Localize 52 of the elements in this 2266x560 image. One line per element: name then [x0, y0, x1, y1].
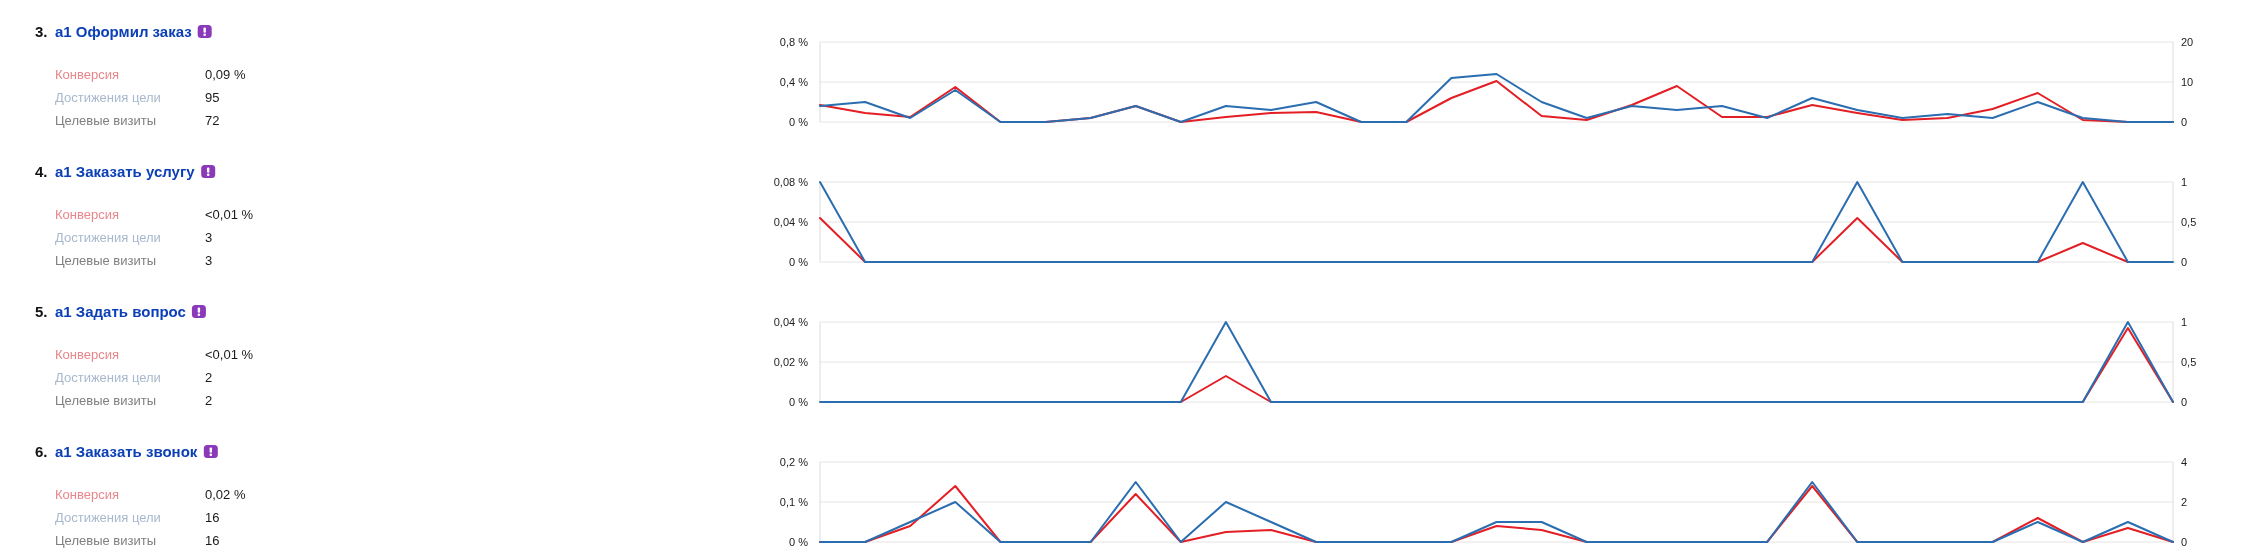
text: <0,01 % [205, 207, 254, 222]
y-tick-label: 0,2 % [779, 456, 809, 468]
y2-tick-label: 1 [2181, 176, 2188, 188]
text: <0,01 % [205, 347, 254, 362]
text: Целевые визиты [55, 253, 157, 268]
y-tick-label: 0,8 % [779, 36, 809, 48]
text: Конверсия [55, 67, 120, 82]
text: 3. a1 Оформил заказ [35, 23, 192, 40]
text: Целевые визиты [55, 113, 157, 128]
text: 0,09 % [205, 67, 246, 82]
text: Конверсия [55, 207, 120, 222]
y-tick-label: 0,1 % [779, 496, 809, 508]
text: 72 [205, 113, 220, 128]
y2-tick-label: 0 [2181, 536, 2188, 548]
y2-tick-label: 0 [2181, 396, 2188, 408]
y-tick-label: 0,4 % [779, 76, 809, 88]
y-tick-label: 0,04 % [773, 216, 809, 228]
y2-tick-label: 0,5 [2181, 216, 2197, 228]
y2-tick-label: 0,5 [2181, 356, 2197, 368]
text: 2 [205, 370, 213, 385]
y-tick-label: 0 % [789, 256, 809, 268]
y2-tick-label: 1 [2181, 316, 2188, 328]
text: 0,02 % [205, 487, 246, 502]
text: Конверсия [55, 487, 120, 502]
y-tick-label: 0 % [789, 536, 809, 548]
text: 3 [205, 253, 213, 268]
text: 6. a1 Заказать звонок [35, 443, 198, 460]
text: Конверсия [55, 347, 120, 362]
text: 16 [205, 533, 220, 548]
y2-tick-label: 2 [2181, 496, 2188, 508]
text: Целевые визиты [55, 393, 157, 408]
y2-tick-label: 0 [2181, 116, 2188, 128]
text: 95 [205, 90, 220, 105]
text: Целевые визиты [55, 533, 157, 548]
text: 2 [205, 393, 213, 408]
y2-tick-label: 0 [2181, 256, 2188, 268]
text: Достижения цели [55, 370, 161, 385]
y-tick-label: 0,08 % [773, 176, 809, 188]
text: Достижения цели [55, 90, 161, 105]
y-tick-label: 0,02 % [773, 356, 809, 368]
y2-tick-label: 4 [2181, 456, 2188, 468]
y-tick-label: 0 % [789, 116, 809, 128]
text: 3 [205, 230, 213, 245]
text: 4. a1 Заказать услугу [35, 163, 196, 180]
text: Достижения цели [55, 230, 161, 245]
y2-tick-label: 20 [2181, 36, 2194, 48]
y-tick-label: 0 % [789, 396, 809, 408]
y-tick-label: 0,04 % [773, 316, 809, 328]
y2-tick-label: 10 [2181, 76, 2194, 88]
text: 16 [205, 510, 220, 525]
text: Достижения цели [55, 510, 161, 525]
text: 5. a1 Задать вопрос [35, 303, 186, 320]
